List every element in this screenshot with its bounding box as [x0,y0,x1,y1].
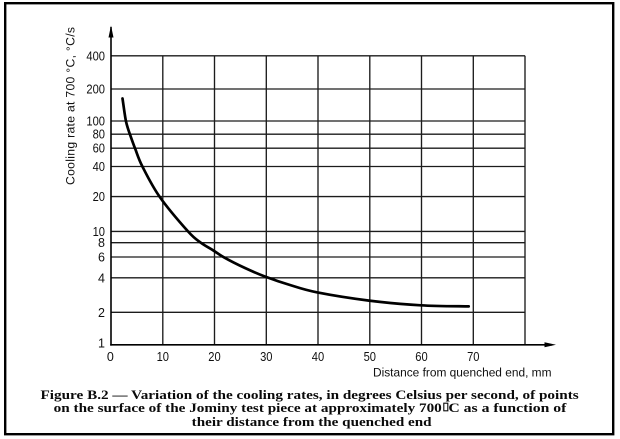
svg-text:C as a function of: C as a function of [448,401,567,415]
svg-text:100: 100 [86,115,105,129]
svg-text:70: 70 [467,350,479,364]
svg-text:on the surface of the Jominy t: on the surface of the Jominy test piece … [54,401,442,415]
svg-text:50: 50 [364,350,376,364]
svg-text:30: 30 [260,350,272,364]
svg-text:20: 20 [93,190,105,204]
svg-text:80: 80 [93,128,105,142]
svg-text:10: 10 [157,350,169,364]
svg-text:40: 40 [312,350,324,364]
svg-text:400: 400 [86,49,105,63]
svg-text:4: 4 [98,271,105,285]
svg-text:1: 1 [98,336,105,350]
svg-text:60: 60 [93,142,105,156]
svg-text:Cooling rate at 700 °C, °C/s: Cooling rate at 700 °C, °C/s [64,27,78,185]
svg-text:200: 200 [86,83,105,97]
svg-text:Figure B.2 — Variation of the: Figure B.2 — Variation of the cooling ra… [41,388,579,402]
svg-text:60: 60 [415,350,427,364]
svg-text:Distance from quenched end, mm: Distance from quenched end, mm [373,366,552,380]
svg-text:20: 20 [208,350,220,364]
svg-text:10: 10 [93,225,105,239]
svg-text:their distance from the quench: their distance from the quenched end [192,415,432,429]
svg-text:8: 8 [98,236,105,250]
svg-text:40: 40 [93,160,105,174]
svg-text:6: 6 [98,251,105,265]
svg-text:0: 0 [107,350,114,364]
svg-text:2: 2 [98,306,105,320]
